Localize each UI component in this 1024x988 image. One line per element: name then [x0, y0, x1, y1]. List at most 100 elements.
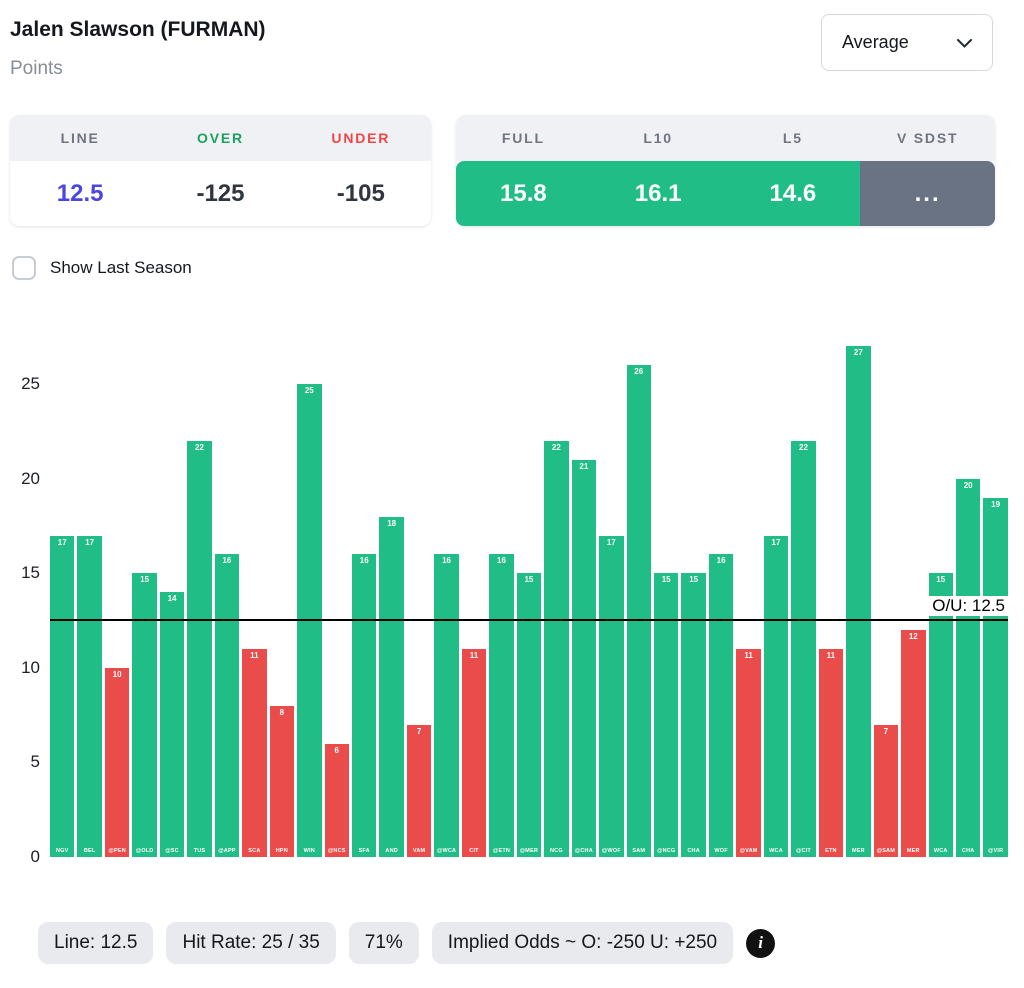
bar-opponent-label: @CHA: [574, 848, 593, 854]
bar-WIN[interactable]: 25 WIN: [297, 384, 322, 857]
over-odds-value: -125: [196, 179, 245, 207]
bar-opponent-label: NGV: [55, 848, 69, 854]
bar-opponent-label: NCG: [549, 848, 563, 854]
bar-SAM[interactable]: 26 SAM: [626, 365, 651, 857]
bar-@VIR[interactable]: 19 @VIR: [983, 497, 1008, 857]
hit-rate-pill: Hit Rate: 25 / 35: [166, 922, 336, 964]
bar-value-label: 16: [359, 556, 369, 566]
bar-@PEN[interactable]: 10 @PEN: [104, 667, 130, 857]
bar-ETN[interactable]: 11 ETN: [818, 649, 844, 857]
bar-NGV[interactable]: 17 NGV: [50, 535, 75, 857]
bar-VAM[interactable]: 7 VAM: [406, 724, 432, 857]
bar-opponent-label: WCA: [933, 848, 948, 854]
bar-@ETN[interactable]: 16 @ETN: [489, 554, 514, 857]
bar-opponent-label: @SAM: [876, 848, 896, 854]
y-axis: 0 5 10 15 20 25: [6, 337, 40, 866]
bar-value-label: 17: [57, 537, 67, 547]
hit-rate-percent-pill: 71%: [348, 922, 419, 964]
splits-box: FULL L10 L5 V SDST 15.8 16.1 14.6 ...: [456, 115, 995, 226]
bar-value-label: 22: [195, 443, 204, 452]
bar-WCA[interactable]: 15 WCA: [928, 573, 953, 857]
bar-@NCS[interactable]: 6 @NCS: [324, 743, 349, 857]
bar-TUS[interactable]: 22 TUS: [187, 441, 212, 857]
stat-label: Points: [10, 58, 63, 79]
bar-opponent-label: MER: [906, 848, 920, 854]
splits-header-row: FULL L10 L5 V SDST: [456, 115, 995, 161]
bar-@SC[interactable]: 14 @SC: [159, 592, 185, 857]
splits-value-l10: 16.1: [634, 179, 682, 207]
bar-MER[interactable]: 27 MER: [846, 346, 871, 857]
y-tick-0: 0: [30, 847, 40, 866]
y-tick-20: 20: [21, 468, 40, 488]
bar-@VAM[interactable]: 11 @VAM: [736, 649, 761, 857]
bar-value-label: 15: [661, 575, 671, 585]
bar-@APP[interactable]: 16 @APP: [214, 554, 240, 857]
bar-@CHA[interactable]: 21 @CHA: [571, 459, 597, 857]
bars-container: 17 NGV 17 BEL 10 @PEN 15 @OLD 14 @SC 22 TUS 16 @APP 11…: [50, 337, 1008, 857]
bar-opponent-label: WOF: [714, 848, 728, 854]
bar-value-label: 12: [908, 632, 918, 642]
bar-CHA[interactable]: 15 CHA: [681, 573, 706, 857]
show-last-season-toggle[interactable]: Show Last Season: [12, 256, 192, 280]
bar-CIT[interactable]: 11 CIT: [461, 649, 487, 857]
bar-opponent-label: CIT: [469, 848, 479, 854]
bar-value-label: 8: [279, 707, 285, 717]
show-last-season-label: Show Last Season: [50, 258, 192, 277]
splits-vs-opponent-cell[interactable]: ...: [860, 161, 995, 226]
line-odds-header-row: LINE OVER UNDER: [10, 115, 431, 161]
bar-opponent-label: @MER: [519, 848, 539, 854]
bar-@WCA[interactable]: 16 @WCA: [434, 554, 459, 857]
bar-opponent-label: SCA: [248, 848, 261, 854]
bar-opponent-label: @VAM: [739, 848, 758, 854]
player-name: Jalen Slawson (FURMAN): [10, 18, 266, 41]
bar-value-label: 17: [85, 537, 95, 547]
bar-opponent-label: @VIR: [987, 848, 1004, 854]
show-last-season-checkbox[interactable]: [12, 256, 36, 280]
bar-MER[interactable]: 12 MER: [901, 630, 926, 857]
line-box-header-line: LINE: [60, 130, 100, 146]
bar-@SAM[interactable]: 7 @SAM: [873, 724, 899, 857]
bar-value-label: 11: [250, 651, 259, 660]
bar-@MER[interactable]: 15 @MER: [516, 573, 542, 857]
bar-@NCG[interactable]: 15 @NCG: [653, 573, 679, 857]
average-dropdown[interactable]: Average: [821, 14, 993, 71]
bar-value-label: 16: [222, 556, 232, 566]
bar-@CIT[interactable]: 22 @CIT: [791, 441, 816, 857]
bar-SFA[interactable]: 16 SFA: [351, 554, 377, 857]
points-bar-chart: 17 NGV 17 BEL 10 @PEN 15 @OLD 14 @SC 22 TUS 16 @APP 11…: [50, 337, 1008, 857]
bar-CHA[interactable]: 20 CHA: [955, 478, 981, 857]
bar-SCA[interactable]: 11 SCA: [242, 649, 267, 857]
bar-value-label: 11: [744, 651, 753, 660]
bar-value-label: 15: [936, 575, 946, 585]
bar-opponent-label: @CIT: [795, 848, 811, 854]
bar-value-label: 6: [334, 745, 339, 755]
bar-WOF[interactable]: 16 WOF: [708, 554, 734, 857]
bar-opponent-label: TUS: [193, 848, 206, 854]
splits-header-v-sdst: V SDST: [896, 130, 959, 146]
line-pill: Line: 12.5: [38, 922, 154, 964]
bar-HPN[interactable]: 8 HPN: [269, 705, 295, 857]
line-box-header-over: OVER: [197, 130, 244, 146]
bar-@OLD[interactable]: 15 @OLD: [132, 573, 157, 857]
bar-opponent-label: BEL: [83, 848, 96, 854]
y-tick-10: 10: [21, 657, 40, 677]
average-dropdown-value: Average: [842, 32, 909, 52]
under-odds-value: -105: [336, 179, 385, 207]
bar-value-label: 17: [771, 537, 781, 547]
info-icon[interactable]: i: [746, 928, 776, 958]
bar-@WOF[interactable]: 17 @WOF: [599, 535, 624, 857]
bar-BEL[interactable]: 17 BEL: [77, 535, 102, 857]
line-value: 12.5: [56, 179, 104, 207]
bar-NCG[interactable]: 22 NCG: [544, 441, 569, 857]
bar-value-label: 22: [799, 443, 808, 452]
bar-value-label: 14: [167, 594, 177, 604]
bar-AND[interactable]: 18 AND: [379, 516, 404, 857]
splits-value-full: 15.8: [500, 179, 547, 207]
bar-value-label: 7: [416, 726, 422, 736]
bar-WCA[interactable]: 17 WCA: [763, 535, 789, 857]
bar-value-label: 15: [524, 575, 534, 585]
bar-value-label: 22: [551, 443, 561, 452]
bar-value-label: 16: [716, 556, 726, 566]
splits-header-l5: L5: [782, 130, 803, 146]
